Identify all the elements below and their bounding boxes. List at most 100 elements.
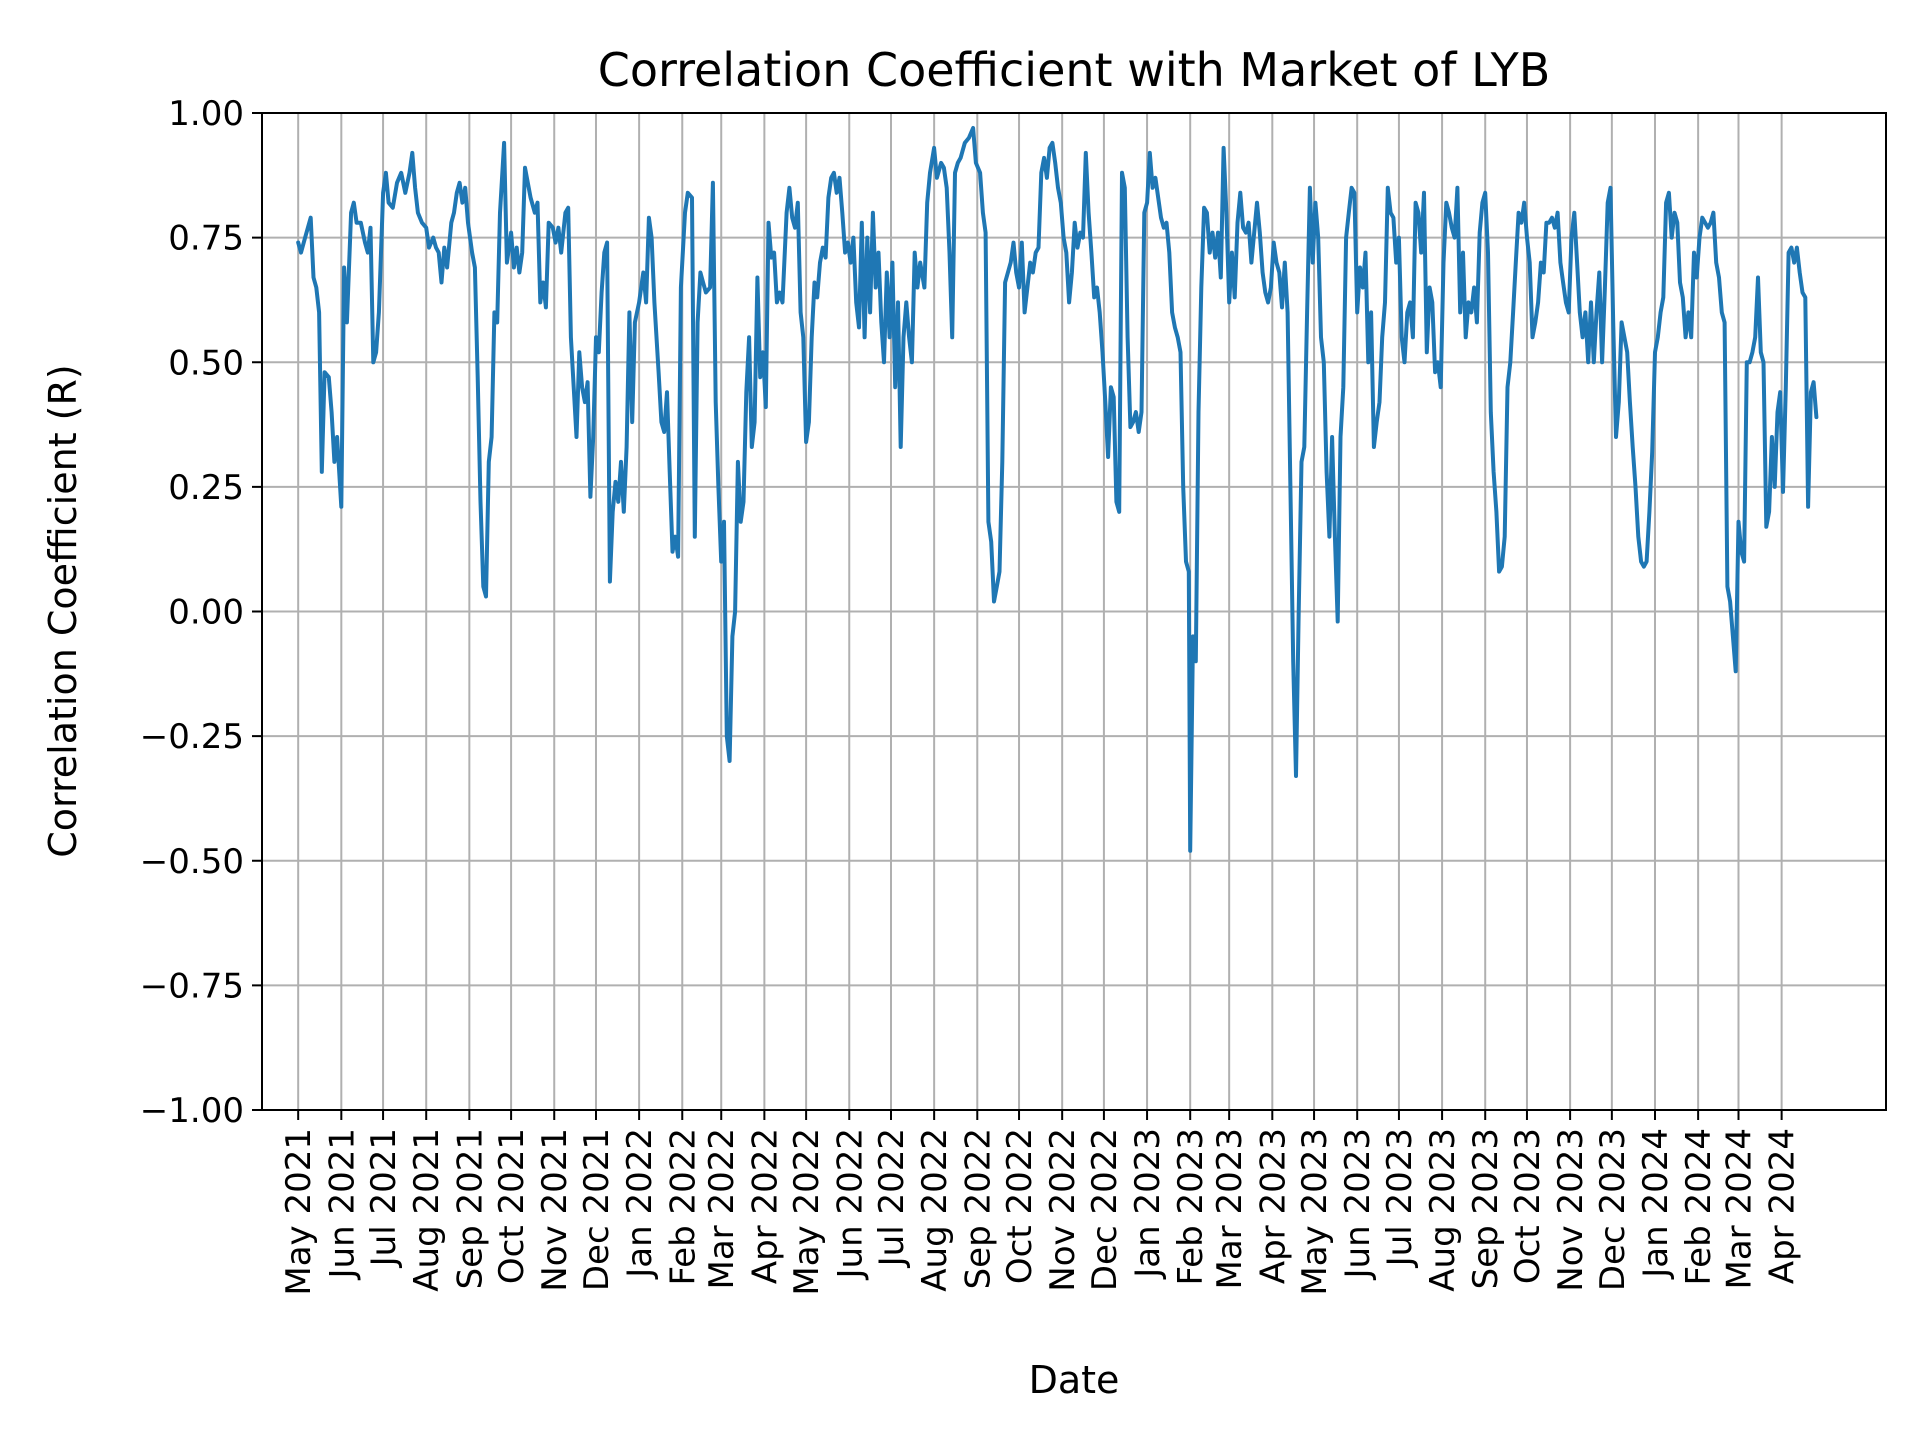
data-point	[1000, 460, 1004, 464]
data-point	[1742, 560, 1746, 564]
data-point	[345, 320, 349, 324]
data-point	[408, 171, 412, 175]
data-point	[1283, 261, 1287, 265]
data-point	[424, 226, 428, 230]
data-point	[526, 181, 530, 185]
data-point	[363, 241, 367, 245]
data-point	[1625, 350, 1629, 354]
data-point	[536, 201, 540, 205]
data-point	[676, 555, 680, 559]
data-point	[544, 305, 548, 309]
data-point	[1575, 261, 1579, 265]
data-point	[1034, 251, 1038, 255]
data-point	[1611, 320, 1615, 324]
y-tick-label: −0.25	[140, 717, 244, 757]
data-point	[728, 759, 732, 763]
data-point	[498, 211, 502, 215]
data-point	[349, 211, 353, 215]
data-point	[1216, 231, 1220, 235]
data-point	[1386, 186, 1390, 190]
data-point	[1762, 360, 1766, 364]
data-point	[1731, 634, 1735, 638]
data-point	[374, 350, 378, 354]
data-point	[1494, 510, 1498, 514]
data-point	[1467, 300, 1471, 304]
data-point	[619, 460, 623, 464]
x-tick-label: Feb 2022	[663, 1128, 703, 1286]
data-point	[1327, 535, 1331, 539]
data-point	[484, 595, 488, 599]
data-point	[1252, 231, 1256, 235]
data-point	[1792, 261, 1796, 265]
data-point	[1400, 335, 1404, 339]
data-point	[1784, 385, 1788, 389]
data-point	[1244, 231, 1248, 235]
data-point	[1692, 251, 1696, 255]
data-point	[832, 171, 836, 175]
data-point	[1609, 186, 1613, 190]
data-point	[1422, 191, 1426, 195]
data-point	[893, 385, 897, 389]
data-point	[1372, 445, 1376, 449]
data-point	[1266, 300, 1270, 304]
data-point	[1734, 669, 1738, 673]
data-point	[736, 460, 740, 464]
data-point	[602, 251, 606, 255]
data-point	[1352, 191, 1356, 195]
data-point	[577, 350, 581, 354]
chart-title: Correlation Coefficient with Market of L…	[598, 43, 1551, 97]
data-point	[1053, 161, 1057, 165]
data-point	[1101, 350, 1105, 354]
data-point	[1092, 295, 1096, 299]
data-point	[473, 266, 477, 270]
data-point	[1556, 211, 1560, 215]
data-point	[693, 535, 697, 539]
x-tick-label: Nov 2023	[1551, 1128, 1591, 1292]
data-point	[1106, 455, 1110, 459]
data-point	[1219, 276, 1223, 280]
data-point	[1581, 335, 1585, 339]
data-point	[874, 286, 878, 290]
data-point	[1603, 286, 1607, 290]
data-point	[821, 246, 825, 250]
data-point	[1673, 211, 1677, 215]
data-point	[708, 286, 712, 290]
data-point	[452, 211, 456, 215]
data-point	[1199, 286, 1203, 290]
data-point	[1764, 525, 1768, 529]
data-point	[787, 186, 791, 190]
data-point	[1572, 211, 1576, 215]
data-point	[1241, 226, 1245, 230]
data-point	[470, 251, 474, 255]
x-tick-label: May 2023	[1295, 1128, 1335, 1296]
data-point	[1305, 310, 1309, 314]
data-point	[810, 335, 814, 339]
data-point	[434, 246, 438, 250]
data-point	[662, 430, 666, 434]
data-point	[1695, 276, 1699, 280]
data-point	[959, 156, 963, 160]
data-point	[857, 325, 861, 329]
data-point	[665, 390, 669, 394]
data-point	[885, 271, 889, 275]
data-point	[614, 480, 618, 484]
data-point	[1659, 310, 1663, 314]
data-point	[1142, 211, 1146, 215]
data-point	[1711, 211, 1715, 215]
data-point	[1378, 400, 1382, 404]
data-point	[1056, 186, 1060, 190]
data-point	[1006, 271, 1010, 275]
data-point	[785, 211, 789, 215]
x-tick-label: Nov 2021	[535, 1128, 575, 1292]
data-point	[1717, 276, 1721, 280]
data-point	[1078, 231, 1082, 235]
data-point	[502, 141, 506, 145]
data-point	[458, 181, 462, 185]
data-point	[538, 300, 542, 304]
x-tick-label: Mar 2023	[1210, 1128, 1250, 1289]
data-point	[1170, 310, 1174, 314]
data-point	[1311, 261, 1315, 265]
data-point	[630, 420, 634, 424]
data-point	[1748, 360, 1752, 364]
